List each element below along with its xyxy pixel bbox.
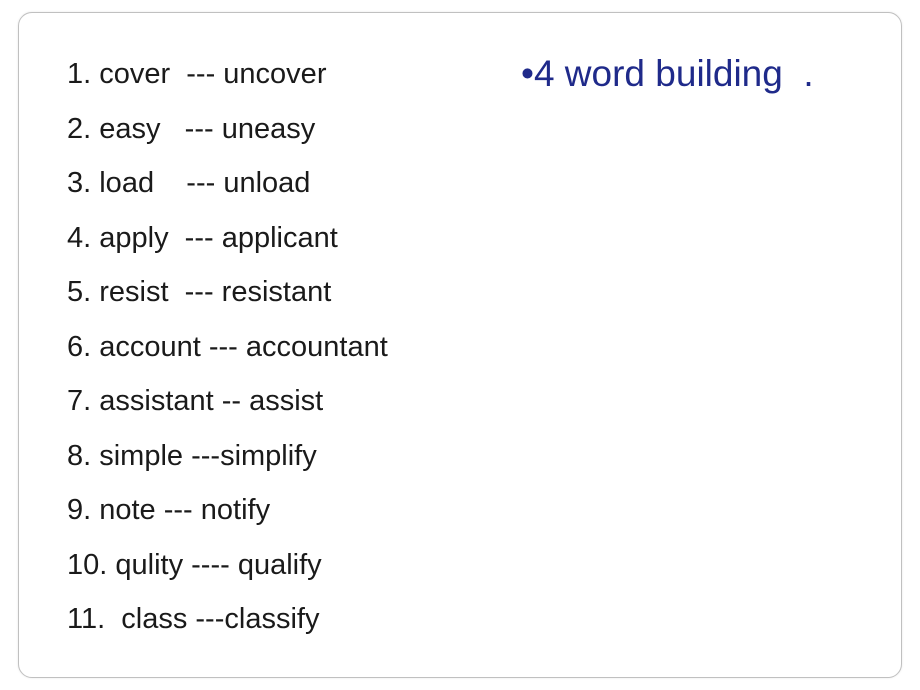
- list-item: 8. simple ---simplify: [67, 429, 388, 484]
- list-item: 2. easy --- uneasy: [67, 102, 388, 157]
- list-item: 1. cover --- uncover: [67, 47, 388, 102]
- list-item: 10. qulity ---- qualify: [67, 538, 388, 593]
- list-item: 5. resist --- resistant: [67, 265, 388, 320]
- list-item: 11. class ---classify: [67, 592, 388, 647]
- section-title: •4 word building .: [521, 53, 814, 95]
- list-item: 4. apply --- applicant: [67, 211, 388, 266]
- content-panel: 1. cover --- uncover 2. easy --- uneasy …: [18, 12, 902, 678]
- list-item: 7. assistant -- assist: [67, 374, 388, 429]
- list-item: 3. load --- unload: [67, 156, 388, 211]
- word-list: 1. cover --- uncover 2. easy --- uneasy …: [67, 47, 388, 647]
- list-item: 6. account --- accountant: [67, 320, 388, 375]
- list-item: 9. note --- notify: [67, 483, 388, 538]
